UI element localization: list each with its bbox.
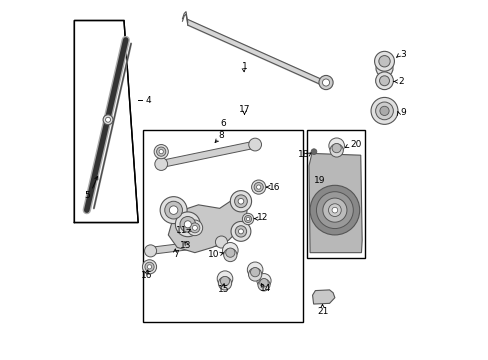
Text: 8: 8 [218,131,224,140]
Circle shape [164,201,182,219]
Circle shape [159,149,163,154]
Circle shape [234,195,247,208]
Circle shape [180,216,195,232]
Circle shape [250,267,259,277]
Text: 3: 3 [400,50,406,59]
Circle shape [254,183,263,192]
Circle shape [225,248,234,257]
Circle shape [316,192,353,229]
Text: 14: 14 [260,284,271,293]
Circle shape [105,117,110,122]
Circle shape [244,215,251,222]
Circle shape [156,147,165,156]
Text: 16: 16 [268,183,280,192]
Text: 20: 20 [349,140,361,149]
Text: 4: 4 [145,96,151,105]
Circle shape [309,185,359,235]
Text: 6: 6 [220,119,225,128]
Circle shape [238,229,243,234]
Circle shape [238,198,244,204]
Circle shape [160,197,187,224]
Circle shape [247,262,263,278]
Circle shape [222,243,238,258]
Circle shape [322,198,346,222]
Text: 19: 19 [313,176,325,185]
Circle shape [235,226,246,237]
Text: 12: 12 [256,213,268,222]
Circle shape [258,279,269,291]
Circle shape [331,144,341,153]
Text: 1: 1 [241,62,247,71]
Circle shape [375,102,392,120]
Text: 15: 15 [217,285,228,294]
Text: 18: 18 [297,150,308,159]
Circle shape [154,145,168,159]
Circle shape [370,98,397,124]
Circle shape [331,207,337,213]
Circle shape [378,55,389,67]
Ellipse shape [389,105,396,116]
Polygon shape [308,153,362,253]
Text: 9: 9 [400,108,406,117]
Circle shape [187,220,202,236]
Circle shape [230,191,251,212]
Text: 2: 2 [398,77,404,86]
Bar [143,130,303,322]
Circle shape [248,268,261,281]
Circle shape [379,76,388,86]
Circle shape [322,79,329,86]
Circle shape [251,180,265,194]
Text: 16: 16 [141,271,152,280]
Circle shape [328,138,344,154]
Circle shape [147,265,151,269]
Circle shape [103,115,113,125]
Circle shape [189,223,200,233]
Circle shape [310,149,316,154]
Circle shape [169,206,178,215]
Circle shape [230,221,250,241]
Circle shape [192,225,197,230]
Text: 7: 7 [173,250,179,259]
Circle shape [374,51,394,71]
Polygon shape [74,21,138,222]
Ellipse shape [372,105,378,116]
Text: 10: 10 [208,250,219,259]
Circle shape [246,217,249,221]
Circle shape [242,213,253,225]
Text: 17: 17 [238,105,250,114]
Bar [306,130,364,258]
Circle shape [217,271,232,287]
Text: 13: 13 [180,241,191,250]
Circle shape [256,274,270,288]
Polygon shape [150,239,222,255]
Circle shape [155,158,167,170]
Circle shape [256,185,260,189]
Text: 11: 11 [176,226,187,235]
Text: 5: 5 [84,192,89,201]
Circle shape [328,204,341,216]
Circle shape [318,76,332,90]
Circle shape [375,60,392,77]
Circle shape [142,260,156,274]
Circle shape [184,221,191,228]
Circle shape [259,279,268,287]
Circle shape [218,277,231,290]
Circle shape [379,106,388,116]
Circle shape [175,212,200,237]
Circle shape [375,72,392,90]
Circle shape [329,144,343,157]
Polygon shape [160,141,255,167]
Circle shape [220,276,229,285]
Circle shape [144,262,154,271]
Circle shape [223,248,237,262]
Circle shape [215,236,227,248]
Polygon shape [168,194,247,253]
Text: 21: 21 [317,307,328,316]
Circle shape [248,138,261,151]
Circle shape [144,245,156,257]
Polygon shape [312,290,334,304]
